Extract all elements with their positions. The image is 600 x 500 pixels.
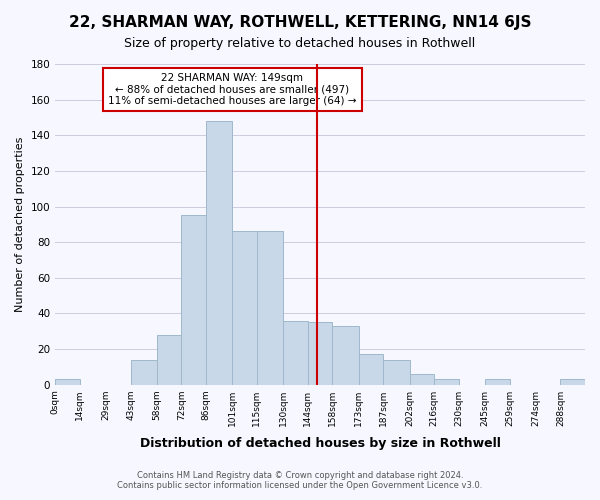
Text: Contains HM Land Registry data © Crown copyright and database right 2024.
Contai: Contains HM Land Registry data © Crown c… bbox=[118, 470, 482, 490]
Y-axis label: Number of detached properties: Number of detached properties bbox=[15, 136, 25, 312]
X-axis label: Distribution of detached houses by size in Rothwell: Distribution of detached houses by size … bbox=[140, 437, 500, 450]
Bar bbox=[485, 380, 509, 384]
Bar bbox=[308, 322, 332, 384]
Bar bbox=[434, 380, 458, 384]
Text: 22 SHARMAN WAY: 149sqm
← 88% of detached houses are smaller (497)
11% of semi-de: 22 SHARMAN WAY: 149sqm ← 88% of detached… bbox=[108, 73, 356, 106]
Bar bbox=[283, 320, 308, 384]
Bar bbox=[332, 326, 359, 384]
Bar bbox=[157, 335, 181, 384]
Bar bbox=[232, 232, 257, 384]
Bar bbox=[131, 360, 157, 384]
Bar bbox=[359, 354, 383, 384]
Bar bbox=[55, 380, 80, 384]
Bar bbox=[410, 374, 434, 384]
Bar bbox=[560, 380, 585, 384]
Text: 22, SHARMAN WAY, ROTHWELL, KETTERING, NN14 6JS: 22, SHARMAN WAY, ROTHWELL, KETTERING, NN… bbox=[69, 15, 531, 30]
Bar bbox=[257, 232, 283, 384]
Bar bbox=[206, 121, 232, 384]
Bar bbox=[383, 360, 410, 384]
Text: Size of property relative to detached houses in Rothwell: Size of property relative to detached ho… bbox=[124, 38, 476, 51]
Bar bbox=[181, 216, 206, 384]
